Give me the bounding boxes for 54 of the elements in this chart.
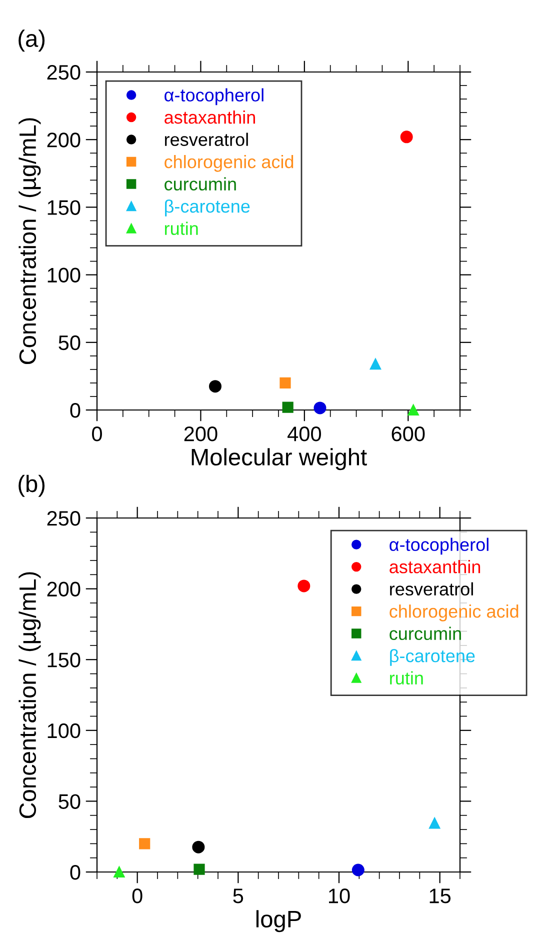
point bbox=[282, 402, 294, 413]
legend-label: rutin bbox=[390, 671, 423, 685]
x-tick-label: 600 bbox=[392, 426, 425, 442]
legend-label: β-carotene bbox=[390, 649, 475, 666]
x-tick-label: 400 bbox=[288, 426, 321, 442]
point bbox=[314, 402, 326, 414]
x-tick-label: 0 bbox=[92, 426, 102, 442]
y-tick-label: 200 bbox=[47, 582, 80, 597]
y-tick-label: 0 bbox=[70, 403, 80, 418]
point bbox=[400, 130, 413, 144]
legend-label: α-tocopherol bbox=[164, 88, 264, 106]
legend-label: chlorogenic acid bbox=[390, 604, 518, 622]
y-tick-label: 150 bbox=[48, 652, 80, 668]
legend-label: curcumin bbox=[390, 626, 461, 640]
point bbox=[208, 380, 222, 393]
y-tick-label: 0 bbox=[70, 865, 80, 880]
y-tick-label: 50 bbox=[58, 335, 80, 350]
x-tick-label: 10 bbox=[329, 888, 350, 904]
y-tick-label: 50 bbox=[58, 794, 80, 809]
legend-label: chlorogenic acid bbox=[164, 154, 294, 172]
legend-label: α-tocopherol bbox=[390, 538, 488, 555]
point bbox=[139, 838, 150, 850]
point bbox=[114, 866, 125, 878]
point bbox=[352, 864, 364, 876]
chart-title: (a) bbox=[18, 30, 45, 52]
point bbox=[194, 864, 205, 875]
y-tick-label: 150 bbox=[48, 200, 80, 215]
x-axis-title: logP bbox=[256, 910, 301, 932]
chart-title: (b) bbox=[18, 474, 45, 497]
point bbox=[408, 404, 419, 416]
legend-label: astaxanthin bbox=[390, 560, 480, 574]
point bbox=[370, 358, 382, 370]
legend-label: astaxanthin bbox=[164, 110, 255, 124]
legend-label: β-carotene bbox=[165, 199, 250, 216]
y-tick-label: 250 bbox=[47, 65, 80, 80]
legend-label: resveratrol bbox=[165, 132, 248, 146]
y-tick-label: 200 bbox=[47, 132, 80, 148]
y-axis-title: Concentration / (µg/mL) bbox=[18, 572, 41, 818]
point bbox=[280, 377, 291, 389]
y-tick-label: 250 bbox=[47, 511, 80, 526]
legend-label: resveratrol bbox=[390, 582, 473, 596]
legend-label: curcumin bbox=[164, 177, 236, 191]
y-tick-label: 100 bbox=[48, 268, 80, 283]
point bbox=[192, 840, 205, 854]
legend-label: rutin bbox=[165, 222, 198, 235]
y-axis-title: Concentration / (µg/mL) bbox=[18, 118, 41, 364]
point bbox=[429, 818, 440, 829]
x-axis-title: Molecular weight bbox=[192, 448, 367, 470]
y-tick-label: 100 bbox=[48, 723, 80, 738]
x-tick-label: 0 bbox=[132, 888, 142, 904]
x-tick-label: 5 bbox=[233, 888, 244, 904]
x-tick-label: 15 bbox=[430, 888, 451, 904]
point bbox=[298, 580, 310, 592]
x-tick-label: 200 bbox=[184, 426, 218, 442]
